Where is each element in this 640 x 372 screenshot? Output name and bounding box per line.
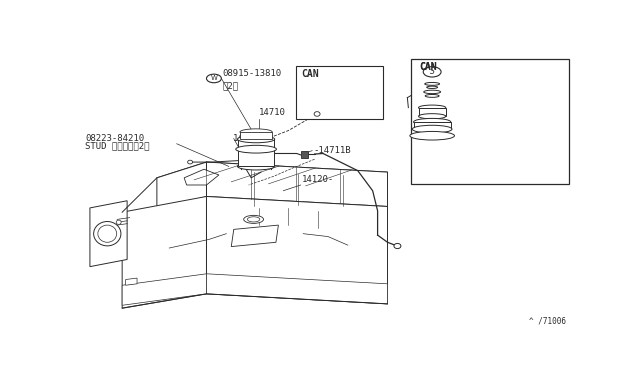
Text: ^ /71006: ^ /71006	[529, 317, 566, 326]
Text: CAN: CAN	[419, 62, 436, 73]
Polygon shape	[301, 151, 308, 158]
Polygon shape	[90, 201, 127, 267]
Ellipse shape	[93, 221, 121, 246]
Ellipse shape	[413, 118, 451, 126]
Text: -14751: -14751	[313, 91, 346, 100]
Text: 08223-84210: 08223-84210	[85, 134, 144, 143]
Ellipse shape	[314, 112, 320, 116]
Text: -14745F: -14745F	[457, 81, 495, 90]
Ellipse shape	[236, 145, 276, 153]
Polygon shape	[419, 108, 445, 116]
Text: （2）: （2）	[460, 76, 476, 84]
Ellipse shape	[244, 215, 264, 223]
Ellipse shape	[394, 243, 401, 248]
Text: S: S	[429, 67, 435, 76]
Text: -14711B: -14711B	[313, 146, 351, 155]
Ellipse shape	[427, 86, 438, 89]
Text: 14710: 14710	[259, 108, 285, 117]
Ellipse shape	[412, 125, 452, 133]
Polygon shape	[157, 162, 388, 188]
Ellipse shape	[410, 131, 454, 140]
Text: -L4741: -L4741	[460, 121, 492, 129]
Circle shape	[423, 67, 441, 77]
Ellipse shape	[248, 217, 260, 222]
Polygon shape	[122, 274, 207, 305]
Ellipse shape	[419, 114, 446, 119]
Text: 14719: 14719	[233, 134, 260, 143]
Text: CAN: CAN	[419, 62, 436, 73]
Ellipse shape	[116, 220, 121, 224]
Polygon shape	[184, 169, 219, 185]
Polygon shape	[157, 162, 207, 212]
Polygon shape	[207, 274, 388, 304]
Bar	[296, 66, 383, 119]
Polygon shape	[414, 122, 451, 129]
Text: W: W	[211, 76, 218, 81]
Ellipse shape	[98, 225, 116, 242]
Ellipse shape	[237, 163, 275, 170]
Text: 08915-13810: 08915-13810	[223, 68, 282, 78]
Text: CAN: CAN	[301, 69, 319, 79]
Polygon shape	[207, 196, 388, 304]
Ellipse shape	[237, 135, 275, 143]
Polygon shape	[122, 196, 207, 308]
Polygon shape	[125, 278, 137, 285]
Polygon shape	[231, 225, 278, 247]
Ellipse shape	[419, 105, 446, 110]
Text: （2）: （2）	[223, 81, 239, 90]
Text: STUD スタッド（2）: STUD スタッド（2）	[85, 142, 150, 151]
Ellipse shape	[424, 90, 440, 94]
Text: 14120-: 14120-	[301, 176, 334, 185]
Polygon shape	[207, 162, 388, 206]
Circle shape	[207, 74, 221, 83]
Bar	[412, 59, 569, 183]
Ellipse shape	[240, 129, 272, 135]
Text: -14745E: -14745E	[457, 89, 495, 99]
Text: Ⓝ08360-52014: Ⓝ08360-52014	[443, 61, 508, 70]
Polygon shape	[240, 132, 273, 139]
Ellipse shape	[425, 83, 440, 85]
Ellipse shape	[188, 160, 193, 164]
Ellipse shape	[425, 94, 439, 97]
Polygon shape	[237, 139, 275, 166]
